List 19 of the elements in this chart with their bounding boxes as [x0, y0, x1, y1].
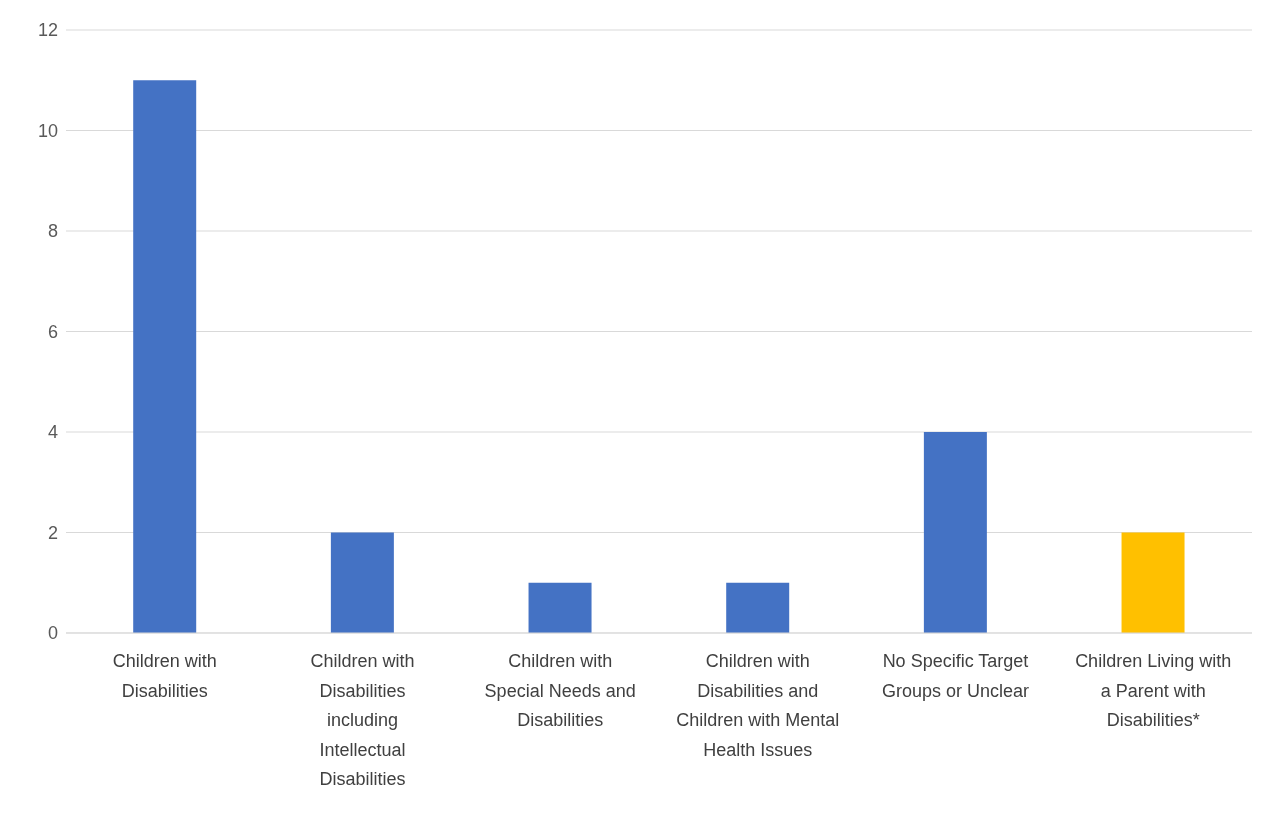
- bar: [330, 532, 394, 633]
- y-tick-label: 6: [47, 321, 58, 342]
- bar: [133, 80, 197, 633]
- x-tick-label: Children with Disabilities: [112, 651, 217, 701]
- y-tick-label: 10: [37, 120, 58, 141]
- bar: [1121, 532, 1185, 633]
- x-tick-label: Children with Special Needs and Disabilities: [484, 651, 636, 730]
- y-tick-label: 2: [47, 522, 58, 543]
- x-tick-label: Children with Disabilities including Intellectual Disabilities: [310, 651, 415, 789]
- x-tick-label: Children with Disabilities and Children with Mental Health Issues: [676, 651, 840, 760]
- bar: [726, 582, 790, 633]
- bar: [528, 582, 592, 633]
- y-tick-label: 4: [47, 422, 58, 443]
- x-tick-label: Children Living with a Parent with Disabilities*: [1075, 651, 1232, 730]
- y-tick-label: 12: [37, 20, 58, 41]
- y-tick-label: 0: [47, 623, 58, 644]
- x-tick-label: No Specific Target Groups or Unclear: [881, 651, 1030, 701]
- bar: [923, 432, 987, 633]
- y-tick-label: 8: [47, 221, 58, 242]
